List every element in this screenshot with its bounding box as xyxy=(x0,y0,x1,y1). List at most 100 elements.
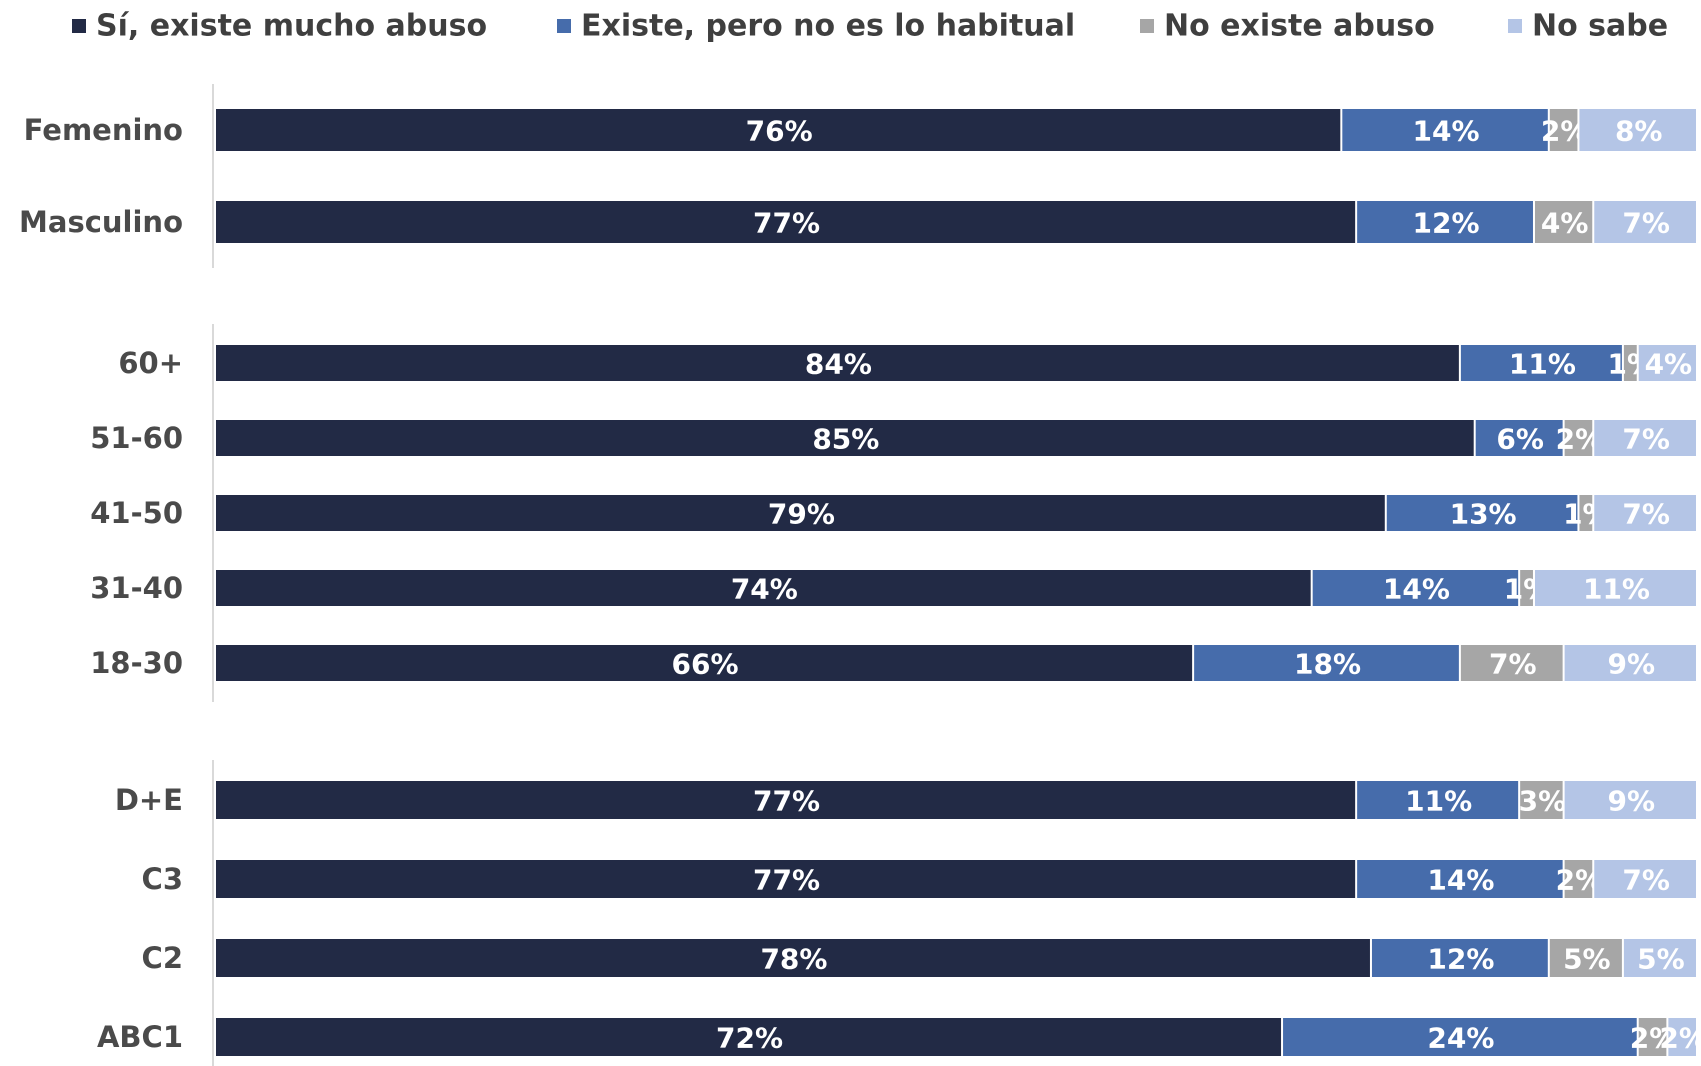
value-label-41-50-existe-pero-no-es-lo-habitual: 13% xyxy=(1450,498,1517,531)
bar-d-e-no-existe-abuso xyxy=(1520,781,1563,819)
bar-41-50-no-existe-abuso xyxy=(1579,495,1593,531)
value-label-c2-no-existe-abuso: 5% xyxy=(1563,943,1611,976)
bar-c2-existe-pero-no-es-lo-habitual xyxy=(1371,939,1548,977)
legend-label-existe-pero-no-es-lo-habitual: Existe, pero no es lo habitual xyxy=(581,9,1075,44)
bar-masculino-no-sabe xyxy=(1594,201,1696,243)
bar-51-60-existe-pero-no-es-lo-habitual xyxy=(1475,420,1563,456)
value-label-51-60-existe-pero-no-es-lo-habitual: 6% xyxy=(1496,423,1544,456)
bar-femenino-si-existe-mucho-abuso xyxy=(216,109,1341,151)
value-label-d-e-existe-pero-no-es-lo-habitual: 11% xyxy=(1405,785,1472,818)
value-label-51-60-no-sabe: 7% xyxy=(1622,423,1670,456)
bar-masculino-si-existe-mucho-abuso xyxy=(216,201,1356,243)
category-label-60: 60+ xyxy=(118,346,183,380)
category-label-51-60: 51-60 xyxy=(90,421,183,455)
value-label-41-50-si-existe-mucho-abuso: 79% xyxy=(768,498,835,531)
legend-swatch-existe-pero-no-es-lo-habitual xyxy=(557,19,571,33)
bar-51-60-no-existe-abuso xyxy=(1564,420,1593,456)
bars: 76% 14% 2% 8%77% 12% 4% 7%84% 11% 1%4%85% 6% 2% 7%7… xyxy=(216,109,1701,1056)
value-label-18-30-no-existe-abuso: 7% xyxy=(1489,648,1537,681)
value-label-abc1-si-existe-mucho-abuso: 72% xyxy=(716,1022,783,1055)
value-label-masculino-no-sabe: 7% xyxy=(1622,207,1670,240)
bar-60-existe-pero-no-es-lo-habitual xyxy=(1460,345,1622,381)
category-label-c2: C2 xyxy=(142,941,183,975)
bar-51-60-no-sabe xyxy=(1594,420,1696,456)
value-label-masculino-si-existe-mucho-abuso: 77% xyxy=(753,207,820,240)
category-label-31-40: 31-40 xyxy=(90,571,183,605)
value-label-femenino-no-sabe: 8% xyxy=(1615,115,1663,148)
value-label-femenino-existe-pero-no-es-lo-habitual: 14% xyxy=(1413,115,1480,148)
value-label-femenino-si-existe-mucho-abuso: 76% xyxy=(746,115,813,148)
value-label-c3-existe-pero-no-es-lo-habitual: 14% xyxy=(1427,864,1494,897)
bar-c2-no-existe-abuso xyxy=(1549,939,1622,977)
value-label-d-e-no-existe-abuso: 3% xyxy=(1519,785,1567,818)
bar-60-no-existe-abuso xyxy=(1623,345,1637,381)
legend-swatch-no-sabe xyxy=(1508,19,1522,33)
value-label-41-50-no-sabe: 7% xyxy=(1622,498,1670,531)
bar-18-30-si-existe-mucho-abuso xyxy=(216,645,1193,681)
bar-abc1-no-existe-abuso xyxy=(1638,1018,1667,1056)
bar-c2-no-sabe xyxy=(1623,939,1696,977)
value-label-c3-no-sabe: 7% xyxy=(1622,864,1670,897)
category-label-femenino: Femenino xyxy=(24,113,183,147)
bar-c3-existe-pero-no-es-lo-habitual xyxy=(1357,860,1563,898)
bar-18-30-no-existe-abuso xyxy=(1460,645,1563,681)
legend-swatch-no-existe-abuso xyxy=(1140,19,1154,33)
bar-41-50-no-sabe xyxy=(1594,495,1696,531)
value-label-abc1-existe-pero-no-es-lo-habitual: 24% xyxy=(1427,1022,1494,1055)
category-axes: Femenino Masculino 60+ 51-60 41-50 31-40 18-30… xyxy=(19,84,214,1066)
value-label-18-30-existe-pero-no-es-lo-habitual: 18% xyxy=(1294,648,1361,681)
bar-31-40-existe-pero-no-es-lo-habitual xyxy=(1312,570,1519,606)
value-label-18-30-si-existe-mucho-abuso: 66% xyxy=(672,648,739,681)
bar-abc1-si-existe-mucho-abuso xyxy=(216,1018,1282,1056)
legend: Sí, existe mucho abuso Existe, pero no es… xyxy=(72,9,1668,44)
bar-31-40-no-sabe xyxy=(1534,570,1696,606)
bar-c3-no-existe-abuso xyxy=(1564,860,1593,898)
value-label-18-30-no-sabe: 9% xyxy=(1608,648,1656,681)
value-label-masculino-no-existe-abuso: 4% xyxy=(1541,207,1589,240)
bar-51-60-si-existe-mucho-abuso xyxy=(216,420,1474,456)
value-label-60-existe-pero-no-es-lo-habitual: 11% xyxy=(1509,348,1576,381)
value-label-masculino-existe-pero-no-es-lo-habitual: 12% xyxy=(1413,207,1480,240)
bar-femenino-existe-pero-no-es-lo-habitual xyxy=(1342,109,1548,151)
category-label-abc1: ABC1 xyxy=(97,1020,183,1054)
value-label-abc1-no-sabe: 2% xyxy=(1659,1022,1701,1055)
bar-41-50-existe-pero-no-es-lo-habitual xyxy=(1386,495,1578,531)
legend-label-no-existe-abuso: No existe abuso xyxy=(1164,9,1435,44)
value-label-31-40-si-existe-mucho-abuso: 74% xyxy=(731,573,798,606)
bar-18-30-no-sabe xyxy=(1564,645,1696,681)
bar-d-e-si-existe-mucho-abuso xyxy=(216,781,1356,819)
category-label-d-e: D+E xyxy=(115,783,183,817)
bar-abc1-no-sabe xyxy=(1668,1018,1696,1056)
value-label-c2-no-sabe: 5% xyxy=(1637,943,1685,976)
bar-masculino-existe-pero-no-es-lo-habitual xyxy=(1357,201,1533,243)
category-label-41-50: 41-50 xyxy=(90,496,183,530)
value-label-60-si-existe-mucho-abuso: 84% xyxy=(805,348,872,381)
bar-abc1-existe-pero-no-es-lo-habitual xyxy=(1283,1018,1637,1056)
bar-31-40-no-existe-abuso xyxy=(1520,570,1533,606)
value-label-c3-si-existe-mucho-abuso: 77% xyxy=(753,864,820,897)
value-label-c2-si-existe-mucho-abuso: 78% xyxy=(760,943,827,976)
bar-60-si-existe-mucho-abuso xyxy=(216,345,1459,381)
bar-d-e-no-sabe xyxy=(1564,781,1696,819)
bar-femenino-no-sabe xyxy=(1579,109,1696,151)
legend-label-no-sabe: No sabe xyxy=(1532,9,1668,44)
bar-18-30-existe-pero-no-es-lo-habitual xyxy=(1194,645,1459,681)
category-label-18-30: 18-30 xyxy=(90,646,183,680)
category-label-masculino: Masculino xyxy=(19,205,183,239)
bar-60-no-sabe xyxy=(1638,345,1696,381)
bar-31-40-si-existe-mucho-abuso xyxy=(216,570,1311,606)
bar-masculino-no-existe-abuso xyxy=(1534,201,1593,243)
bar-d-e-existe-pero-no-es-lo-habitual xyxy=(1357,781,1519,819)
legend-label-si-existe-mucho-abuso: Sí, existe mucho abuso xyxy=(96,9,487,44)
bar-c3-no-sabe xyxy=(1594,860,1696,898)
legend-swatch-si-existe-mucho-abuso xyxy=(72,19,86,33)
value-label-d-e-si-existe-mucho-abuso: 77% xyxy=(753,785,820,818)
value-label-c2-existe-pero-no-es-lo-habitual: 12% xyxy=(1427,943,1494,976)
bar-femenino-no-existe-abuso xyxy=(1549,109,1578,151)
bar-c2-si-existe-mucho-abuso xyxy=(216,939,1370,977)
value-label-d-e-no-sabe: 9% xyxy=(1608,785,1656,818)
category-label-c3: C3 xyxy=(142,862,183,896)
value-label-31-40-existe-pero-no-es-lo-habitual: 14% xyxy=(1383,573,1450,606)
value-label-31-40-no-sabe: 11% xyxy=(1583,573,1650,606)
